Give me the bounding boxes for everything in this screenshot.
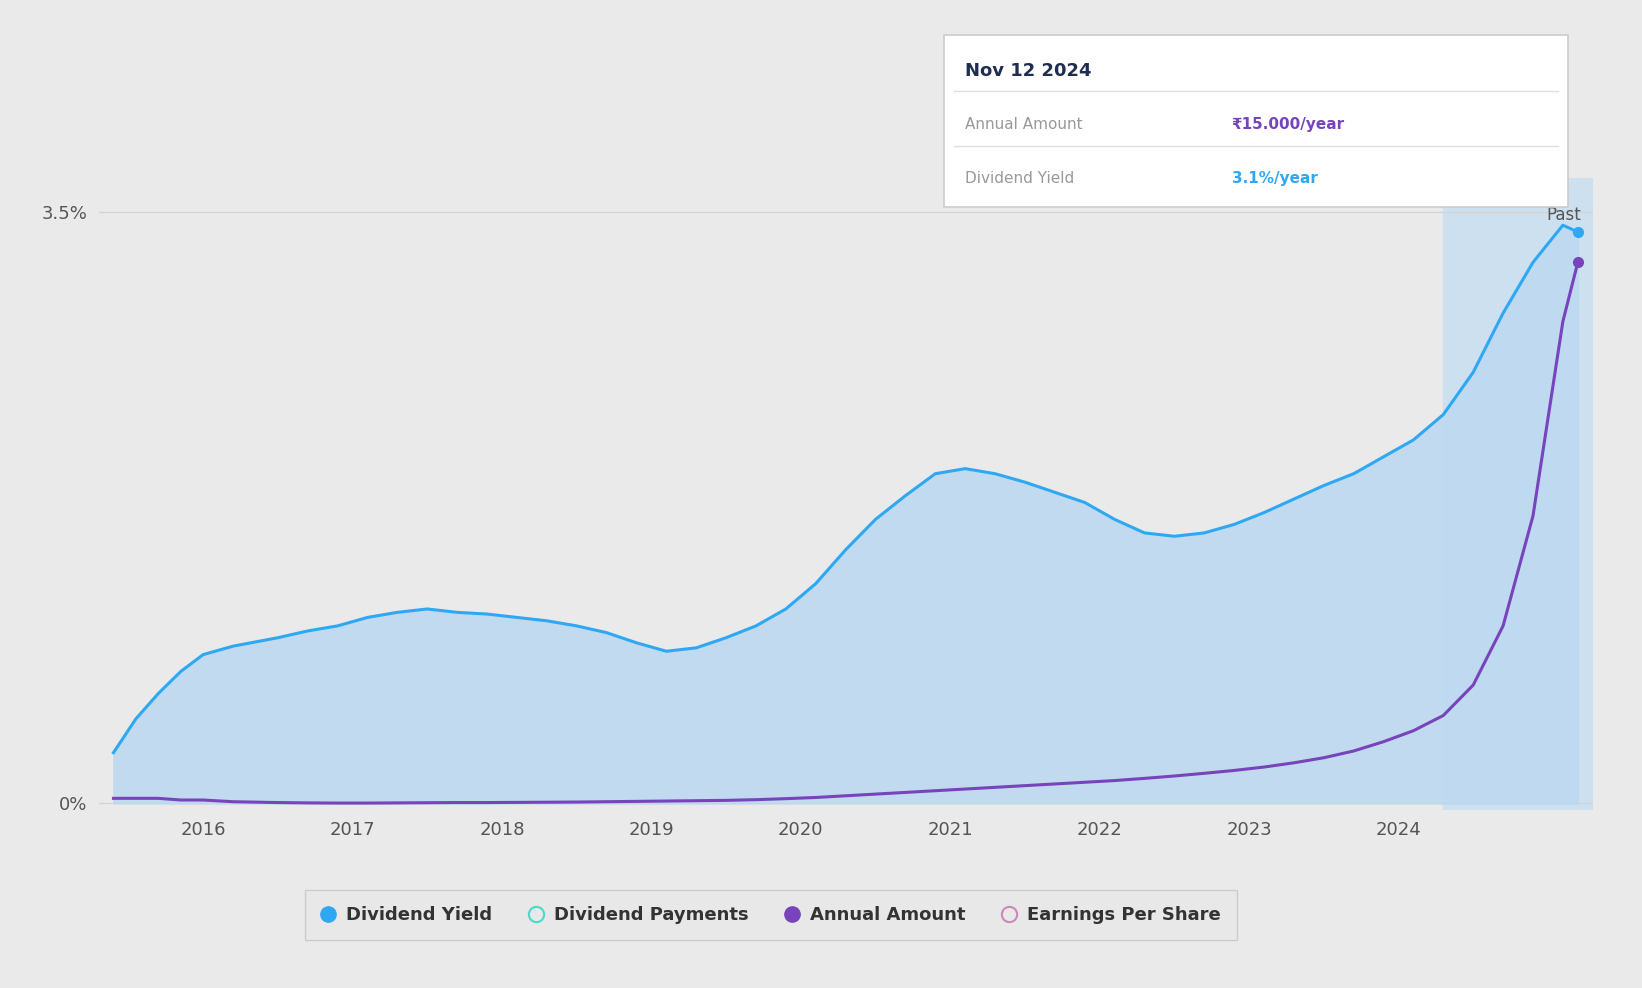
Text: Dividend Yield: Dividend Yield <box>965 171 1076 186</box>
Bar <box>1443 178 1593 810</box>
Legend: Dividend Yield, Dividend Payments, Annual Amount, Earnings Per Share: Dividend Yield, Dividend Payments, Annua… <box>305 890 1236 941</box>
Text: Past: Past <box>1547 206 1581 224</box>
Text: Annual Amount: Annual Amount <box>965 117 1084 131</box>
Text: 3.1%/year: 3.1%/year <box>1232 171 1317 186</box>
Text: Nov 12 2024: Nov 12 2024 <box>965 62 1092 80</box>
Text: ₹15.000/year: ₹15.000/year <box>1232 117 1345 131</box>
